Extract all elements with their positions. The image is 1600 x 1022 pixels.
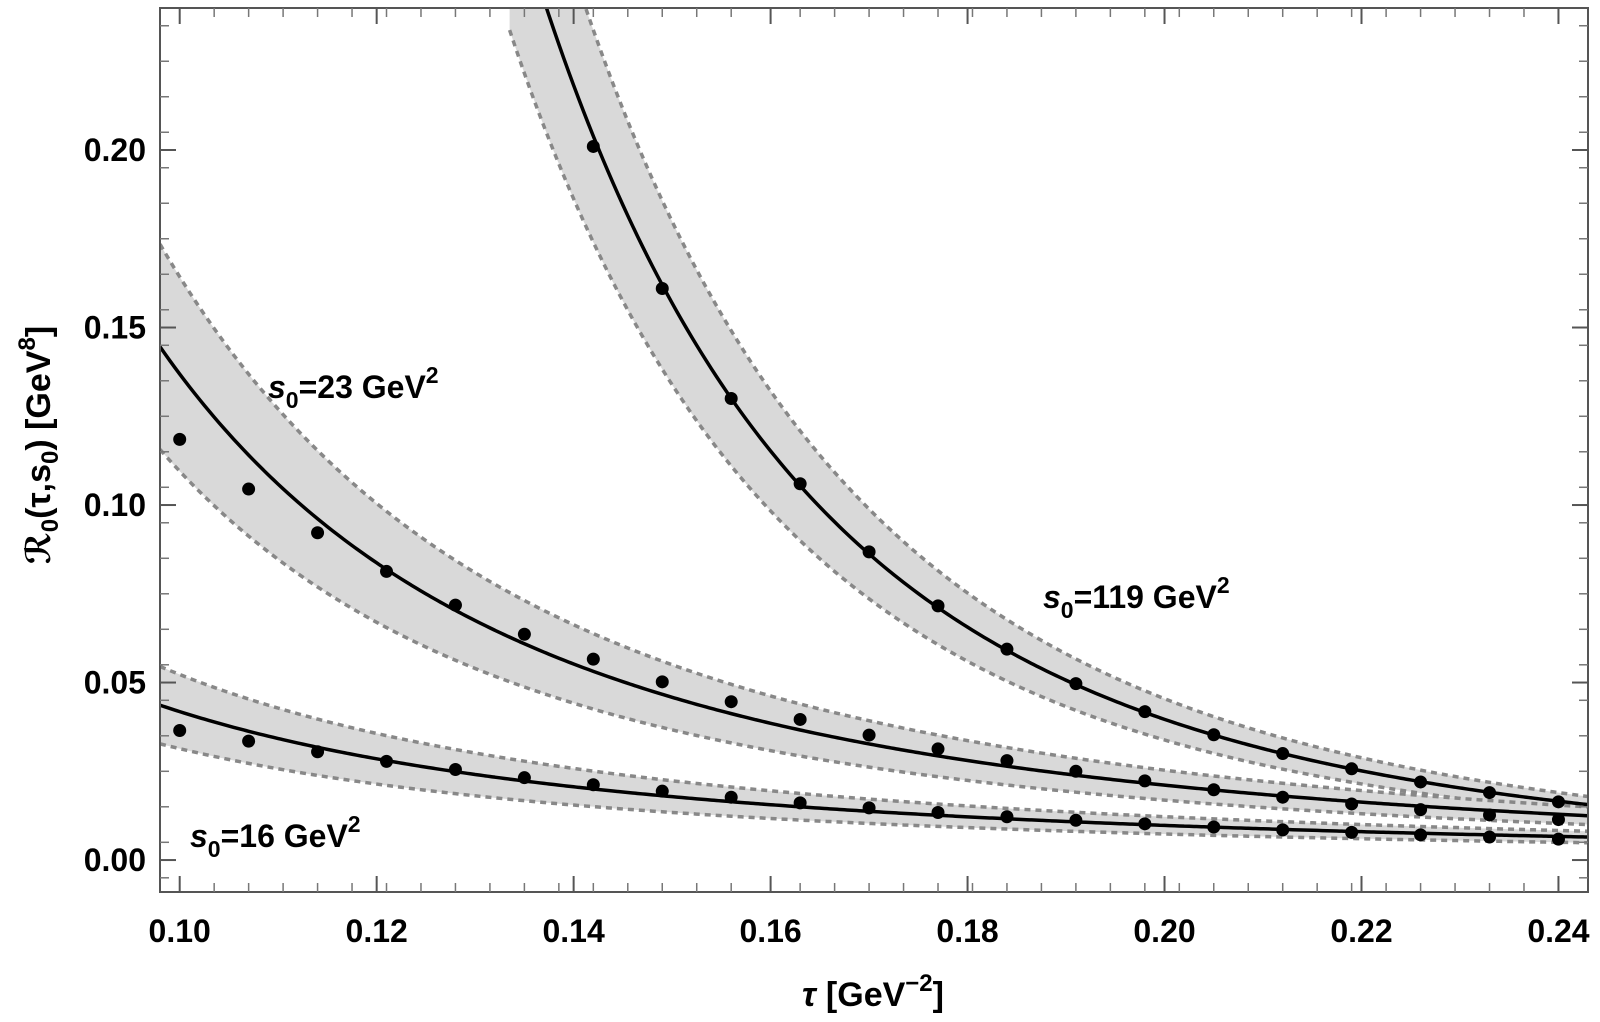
point-s0=23-0 [173, 432, 187, 446]
y-tick-label: 0.05 [84, 665, 146, 701]
point-s0=119-6 [1000, 642, 1014, 656]
y-tick-label: 0.10 [84, 487, 146, 523]
point-s0=16-17 [1345, 825, 1359, 839]
x-tick-label: 0.16 [739, 913, 801, 949]
line-s0=119 [544, 8, 1588, 807]
point-s0=23-14 [1138, 774, 1152, 788]
label-s0-23: s0=23 GeV2 [268, 362, 439, 413]
point-s0=119-5 [931, 599, 945, 613]
x-tick-label: 0.10 [149, 913, 211, 949]
point-s0=16-12 [1000, 810, 1014, 824]
point-s0=23-20 [1551, 813, 1565, 827]
point-s0=119-4 [862, 545, 876, 559]
band-upper-edge-s0=16 [160, 664, 1588, 833]
y-tick-label: 0.15 [84, 310, 146, 346]
point-s0=16-15 [1207, 820, 1221, 834]
point-s0=119-11 [1345, 762, 1359, 776]
point-s0=119-10 [1276, 747, 1290, 761]
point-s0=16-6 [586, 778, 600, 792]
band-lower-edge-s0=119 [507, 29, 1588, 815]
point-s0=16-13 [1069, 813, 1083, 827]
point-s0=16-2 [311, 745, 325, 759]
band-s0=23 [160, 244, 1588, 825]
point-s0=23-15 [1207, 783, 1221, 797]
point-s0=23-11 [931, 742, 945, 756]
point-s0=23-16 [1276, 790, 1290, 804]
point-s0=16-20 [1551, 832, 1565, 846]
point-s0=119-13 [1483, 786, 1497, 800]
point-s0=16-3 [380, 754, 394, 768]
point-s0=119-8 [1138, 705, 1152, 719]
point-s0=23-9 [793, 712, 807, 726]
point-s0=23-2 [311, 526, 325, 540]
y-tick-label: 0.00 [84, 842, 146, 878]
point-s0=16-7 [655, 784, 669, 798]
y-axis-label: ℛ0(τ,s0) [GeV8] [14, 326, 64, 564]
series-markers [173, 139, 1565, 846]
point-s0=16-8 [724, 790, 738, 804]
point-s0=16-11 [931, 805, 945, 819]
point-s0=119-7 [1069, 677, 1083, 691]
band-upper-edge-s0=119 [583, 8, 1588, 799]
point-s0=23-18 [1414, 803, 1428, 817]
point-s0=23-17 [1345, 797, 1359, 811]
x-tick-label: 0.12 [346, 913, 408, 949]
band-upper-edge-s0=23 [160, 243, 1588, 809]
point-s0=119-14 [1551, 795, 1565, 809]
point-s0=23-4 [448, 598, 462, 612]
point-s0=23-1 [242, 482, 256, 496]
x-tick-label: 0.14 [542, 913, 604, 949]
point-s0=23-10 [862, 728, 876, 742]
band-lower-edge-s0=23 [160, 448, 1588, 827]
band-lower-edge-s0=16 [160, 742, 1588, 845]
point-s0=119-12 [1414, 775, 1428, 789]
point-s0=119-0 [586, 139, 600, 153]
band-s0=119 [509, 8, 1588, 813]
y-tick-label: 0.20 [84, 132, 146, 168]
point-s0=16-4 [448, 763, 462, 777]
point-s0=16-0 [173, 723, 187, 737]
point-s0=23-19 [1483, 808, 1497, 822]
point-s0=119-1 [655, 281, 669, 295]
point-s0=23-13 [1069, 764, 1083, 778]
point-s0=16-16 [1276, 823, 1290, 837]
axis-ticks: 0.10 0.12 0.14 0.16 0.18 0.20 0.22 0.24 0.00 0.05… [84, 8, 1590, 949]
point-s0=119-9 [1207, 728, 1221, 742]
point-s0=23-6 [586, 652, 600, 666]
point-s0=23-8 [724, 695, 738, 709]
point-s0=119-3 [793, 477, 807, 491]
point-s0=23-3 [380, 564, 394, 578]
x-tick-label: 0.18 [936, 913, 998, 949]
label-s0-16: s0=16 GeV2 [190, 811, 361, 862]
point-s0=23-7 [655, 675, 669, 689]
x-tick-label: 0.20 [1133, 913, 1195, 949]
point-s0=16-9 [793, 796, 807, 810]
point-s0=23-12 [1000, 754, 1014, 768]
point-s0=16-1 [242, 734, 256, 748]
x-tick-label: 0.24 [1527, 913, 1589, 949]
point-s0=16-18 [1414, 828, 1428, 842]
uncertainty-bands [160, 8, 1588, 845]
x-axis-label: τ [GeV−2] [802, 970, 944, 1014]
label-s0-119: s0=119 GeV2 [1043, 572, 1230, 623]
point-s0=119-2 [724, 392, 738, 406]
point-s0=16-5 [517, 771, 531, 785]
point-s0=16-19 [1483, 830, 1497, 844]
plot-frame [159, 7, 1589, 893]
point-s0=23-5 [517, 627, 531, 641]
point-s0=16-10 [862, 801, 876, 815]
x-tick-label: 0.22 [1330, 913, 1392, 949]
point-s0=16-14 [1138, 817, 1152, 831]
band-s0=16 [160, 666, 1588, 843]
